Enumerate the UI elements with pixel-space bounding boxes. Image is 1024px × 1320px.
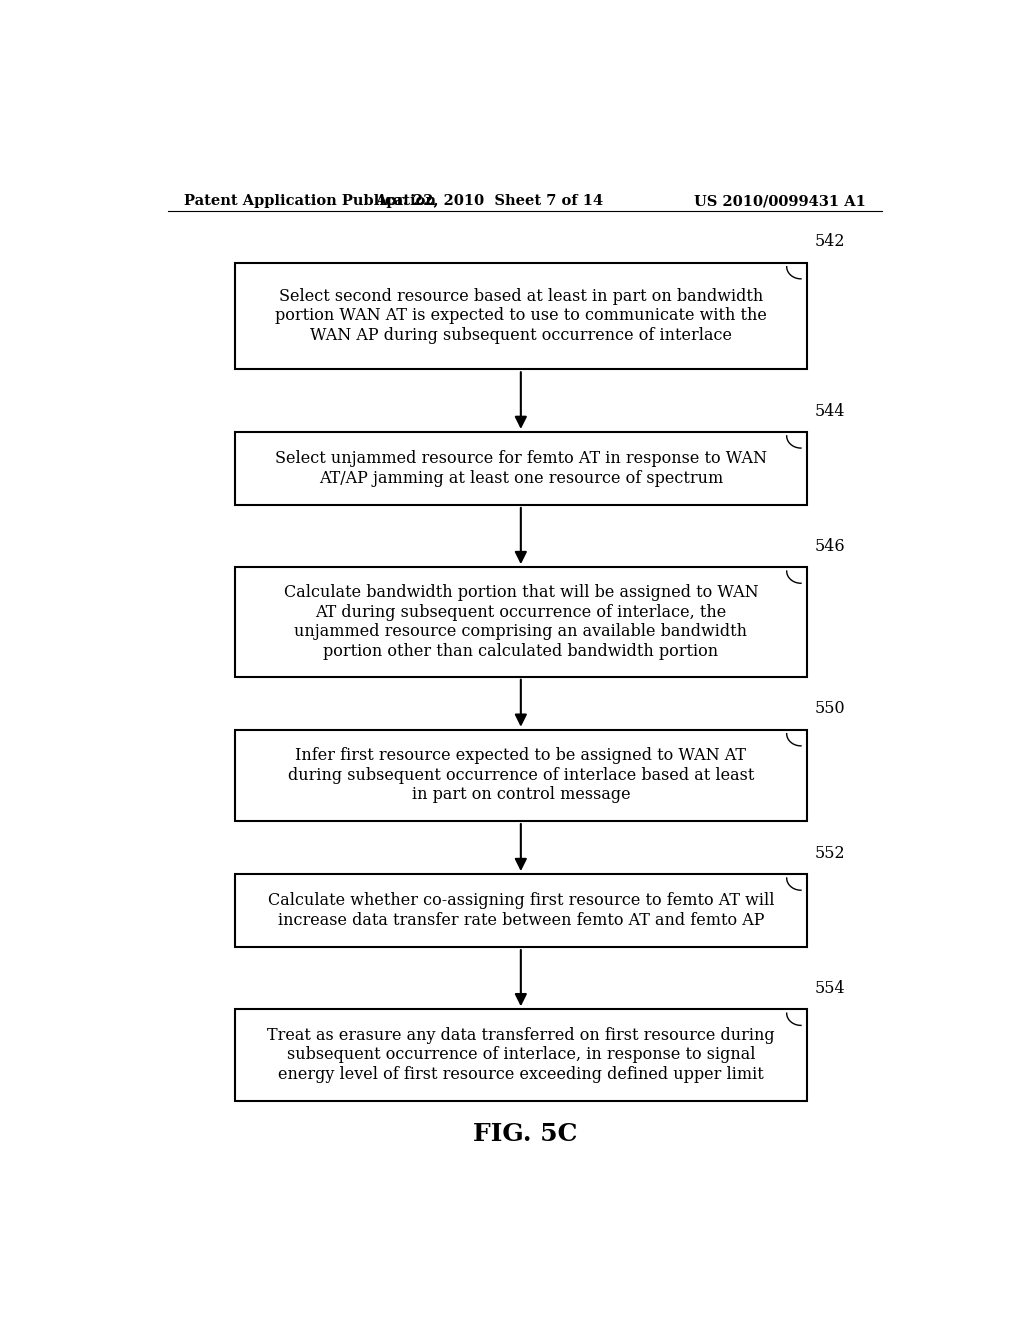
Text: Select unjammed resource for femto AT in response to WAN
AT/AP jamming at least : Select unjammed resource for femto AT in…: [274, 450, 767, 487]
Bar: [236, 263, 807, 370]
Text: Calculate whether co-assigning first resource to femto AT will
increase data tra: Calculate whether co-assigning first res…: [267, 892, 774, 929]
Text: Patent Application Publication: Patent Application Publication: [183, 194, 435, 209]
Text: Calculate bandwidth portion that will be assigned to WAN
AT during subsequent oc: Calculate bandwidth portion that will be…: [284, 583, 758, 660]
Text: Infer first resource expected to be assigned to WAN AT
during subsequent occurre: Infer first resource expected to be assi…: [288, 747, 754, 804]
Bar: [236, 1008, 807, 1101]
Text: US 2010/0099431 A1: US 2010/0099431 A1: [694, 194, 866, 209]
Bar: [236, 874, 807, 948]
Text: FIG. 5C: FIG. 5C: [472, 1122, 578, 1146]
Text: Apr. 22, 2010  Sheet 7 of 14: Apr. 22, 2010 Sheet 7 of 14: [375, 194, 603, 209]
Text: 544: 544: [814, 403, 845, 420]
Text: 542: 542: [814, 234, 845, 251]
Text: 550: 550: [814, 701, 845, 718]
Text: Select second resource based at least in part on bandwidth
portion WAN AT is exp: Select second resource based at least in…: [274, 288, 767, 345]
Text: Treat as erasure any data transferred on first resource during
subsequent occurr: Treat as erasure any data transferred on…: [267, 1027, 774, 1082]
Bar: [236, 432, 807, 506]
Bar: [236, 568, 807, 677]
Text: 552: 552: [814, 845, 845, 862]
Bar: [236, 730, 807, 821]
Text: 554: 554: [814, 979, 845, 997]
Text: 546: 546: [814, 537, 845, 554]
